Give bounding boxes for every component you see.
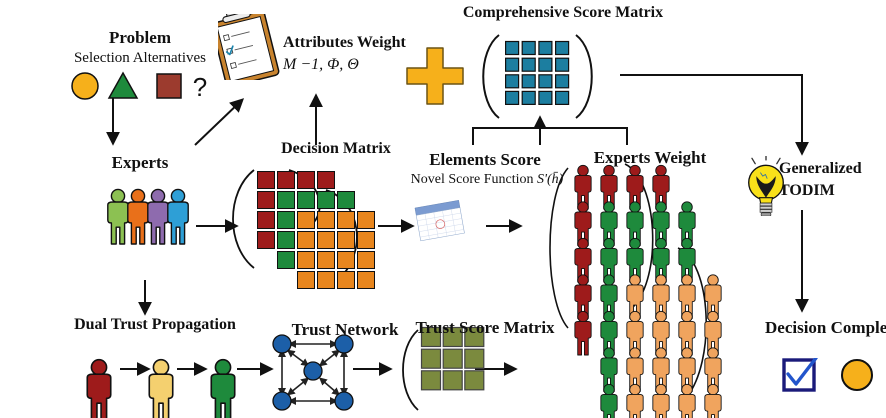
svg-text:?: ? [193,72,207,102]
